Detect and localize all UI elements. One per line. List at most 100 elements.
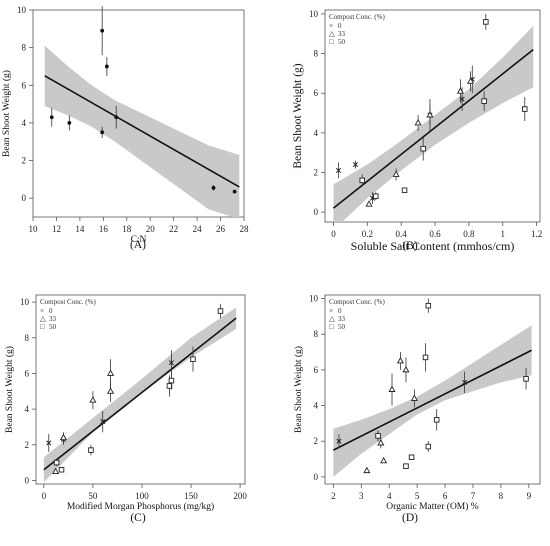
data-point [380,456,388,464]
data-point [462,379,468,385]
data-point [365,200,373,207]
legend-entry: 33 [49,315,57,323]
x-tick-label: 8 [499,491,504,501]
legend-symbol: □ [329,37,334,46]
x-tick-label: 5 [415,491,420,501]
legend-symbol: × [329,21,333,30]
legend-symbol: △ [40,314,46,323]
y-tick-label: 4 [22,118,27,128]
y-tick-label: 8 [314,329,319,339]
y-tick-label: 2 [314,167,319,177]
x-axis-label: Soluble Salt Content (mmhos/cm) [351,239,515,253]
data-point [456,87,465,94]
data-point [100,419,106,425]
legend-symbol: □ [329,322,334,331]
legend-title: Compost Conc. (%) [329,13,385,21]
x-tick-label: 200 [233,491,247,501]
x-tick-label: 26 [216,224,226,234]
data-point [100,130,105,135]
x-tick-label: 1.2 [531,229,542,239]
x-tick-label: 12 [52,224,61,234]
y-tick-label: 10 [20,297,30,307]
data-point [53,459,60,466]
y-tick-label: 8 [25,333,30,343]
y-axis-label: Bean Shoot Weight (g) [293,346,304,433]
legend-entry: 0 [338,22,342,30]
legend-entry: 50 [338,323,346,331]
regression-line [43,317,237,471]
panel-label: (C) [130,512,146,524]
data-point [232,189,237,194]
x-tick-label: 4 [387,491,392,501]
y-tick-label: 4 [314,128,319,138]
data-point [433,417,440,423]
x-tick-label: 0 [42,491,47,501]
data-point [168,360,174,366]
data-point [114,115,119,120]
legend-entry: 33 [338,315,346,323]
x-tick-label: 18 [122,224,132,234]
x-tick-label: 20 [146,224,156,234]
data-point [335,167,342,174]
x-tick-label: 0 [331,229,336,239]
x-tick-label: 10 [29,224,39,234]
data-point [420,145,426,152]
x-tick-label: 22 [169,224,178,234]
x-tick-label: 50 [88,491,98,501]
data-point [89,396,97,403]
data-point [425,302,432,309]
legend-title: Compost Conc. (%) [329,298,385,306]
x-tick-label: 0.6 [429,229,441,239]
y-tick-label: 2 [22,156,27,166]
x-axis-label: Modified Morgan Phosphorus (mg/kg) [67,501,214,512]
x-tick-label: 1 [501,229,506,239]
y-tick-label: 0 [25,475,30,485]
data-point [67,121,72,125]
data-point [363,466,371,474]
data-point [168,377,175,384]
data-point [375,433,381,439]
data-point [373,193,379,199]
legend-entry: 50 [338,38,346,46]
y-axis-label: Bean Shoot Weight (g) [292,63,304,168]
data-point [408,454,415,461]
x-axis-label: Organic Matter (OM) % [386,501,479,512]
x-tick-label: 7 [471,491,476,501]
legend-title: Compost Conc. (%) [40,298,96,306]
y-tick-label: 0 [22,193,27,203]
panel-label: (A) [130,239,146,251]
data-point [59,433,68,441]
data-point [52,467,60,474]
y-tick-label: 6 [314,365,319,375]
data-point [107,369,115,376]
y-tick-label: 6 [314,88,319,98]
data-point [426,111,434,118]
y-tick-label: 0 [314,207,319,217]
data-point [46,440,52,446]
data-point [104,64,109,69]
x-tick-label: 9 [527,491,532,501]
data-point [403,463,409,469]
y-tick-label: 8 [22,43,27,53]
y-tick-label: 2 [314,436,319,446]
y-tick-label: 10 [17,5,27,15]
y-tick-label: 10 [309,9,319,19]
legend-entry: 50 [49,323,57,331]
x-tick-label: 0.4 [396,229,408,239]
data-point [483,19,489,25]
y-axis-label: Bean Shoot Weight (g) [4,346,15,433]
data-point [100,28,105,33]
data-point [396,357,404,364]
data-point [359,177,365,184]
x-tick-label: 0.8 [463,229,475,239]
y-tick-label: 4 [314,401,319,411]
data-point [422,354,429,361]
data-point [402,365,410,373]
legend-symbol: × [40,306,44,315]
data-point [211,185,216,190]
confidence-band [43,307,237,483]
y-tick-label: 8 [314,49,319,59]
data-point [425,443,432,450]
